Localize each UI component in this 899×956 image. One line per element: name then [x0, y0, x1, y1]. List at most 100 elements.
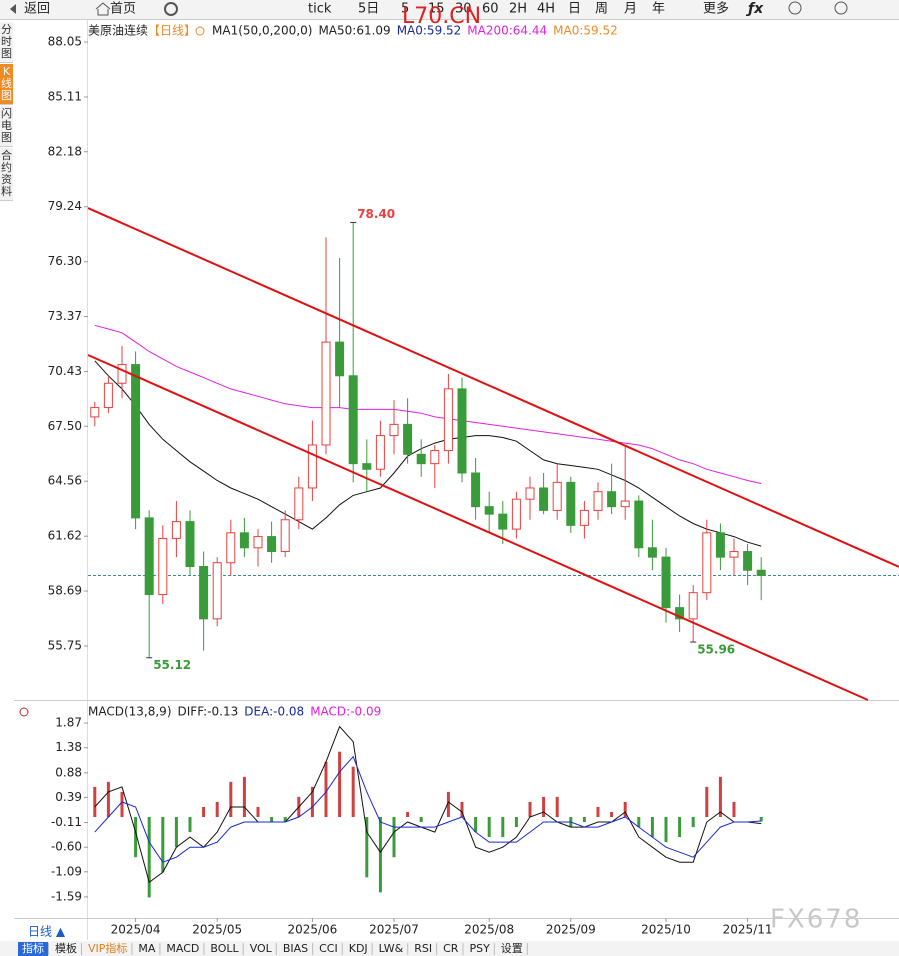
indicator-tab[interactable]: CR	[443, 942, 459, 955]
indicator-tab[interactable]: BIAS	[283, 942, 308, 955]
back-icon[interactable]	[10, 4, 16, 14]
candle-body	[471, 472, 481, 508]
tab-bar	[0, 941, 899, 956]
legend-entry: MA200:64.44	[467, 24, 547, 38]
indicator-tab[interactable]: KDJ	[349, 942, 368, 955]
period-button[interactable]: 日线 ▲	[28, 925, 66, 939]
side-tab[interactable]: 闪电图	[0, 106, 13, 147]
toolbar-button[interactable]: 30	[455, 2, 472, 17]
extreme-label: 78.40	[357, 207, 395, 221]
y-tick-label: 61.62	[48, 529, 82, 543]
x-tick-label: 2025/04	[111, 923, 161, 937]
macd-bar	[174, 817, 178, 848]
indicator-tab[interactable]: PSY	[469, 942, 490, 955]
y-tick-label: 58.69	[48, 583, 82, 597]
toolbar-button[interactable]: 4H	[537, 2, 555, 17]
candle-body	[511, 498, 521, 530]
candle-body	[403, 423, 413, 455]
toolbar-button[interactable]: 首页	[110, 2, 136, 17]
toolbar-button[interactable]: 2H	[509, 2, 527, 17]
macd-line	[94, 755, 762, 863]
macd-bar	[256, 806, 260, 818]
macd-bar	[378, 817, 382, 893]
trend-line	[87, 207, 899, 568]
toolbar-button[interactable]: 5	[401, 2, 409, 17]
toolbar-button[interactable]: 更多	[703, 1, 729, 17]
settings-icon[interactable]	[19, 707, 29, 717]
zoom-icon[interactable]	[788, 1, 802, 15]
candle-body	[171, 521, 181, 539]
candle-body	[607, 491, 617, 508]
candle-body	[484, 506, 494, 515]
macd-bar	[678, 817, 682, 838]
macd-bar	[93, 786, 97, 818]
candle-body	[335, 341, 345, 377]
macd-bar	[596, 806, 600, 818]
macd-bar	[610, 812, 614, 818]
y-tick-label: 0.39	[55, 790, 82, 804]
macd-bar	[542, 796, 546, 818]
candle-body	[729, 551, 739, 558]
x-tick-label: 2025/06	[287, 923, 337, 937]
legend-entry: DEA:-0.08	[244, 705, 304, 719]
candle-body	[498, 513, 508, 530]
indicator-tab[interactable]: VOL	[250, 942, 273, 955]
indicator-tab[interactable]: MA	[138, 942, 155, 955]
macd-bar	[406, 812, 410, 818]
y-tick-label: 76.30	[48, 254, 82, 268]
toolbar-button[interactable]: 日	[568, 2, 581, 17]
macd-bar	[637, 817, 641, 828]
side-tab[interactable]: K线图	[0, 64, 13, 105]
toolbar-button[interactable]: 60	[482, 2, 499, 17]
toolbar-button[interactable]: 返回	[24, 2, 50, 17]
macd-bar	[270, 817, 274, 823]
toolbar-button[interactable]: 5日	[358, 2, 379, 17]
y-tick-label: 79.24	[48, 199, 82, 213]
y-tick-label: 64.56	[48, 474, 82, 488]
indicator-tab[interactable]: VIP指标	[88, 941, 127, 955]
indicator-tab[interactable]: CCI	[319, 942, 338, 955]
macd-bar	[215, 801, 219, 818]
toolbar-button[interactable]: 月	[624, 2, 637, 17]
zoom-icon[interactable]	[834, 1, 848, 15]
toolbar-button[interactable]: 年	[652, 2, 665, 17]
toolbar-button[interactable]: tick	[308, 2, 332, 17]
macd-bar	[691, 817, 695, 828]
indicator-tab[interactable]: LW&	[379, 942, 404, 955]
candle-body	[131, 364, 141, 519]
macd-bar	[324, 761, 328, 818]
macd-bar	[623, 801, 627, 818]
side-tab[interactable]: 分时图	[0, 22, 13, 63]
fx-button[interactable]: ƒx	[745, 1, 764, 17]
macd-bar	[582, 817, 586, 823]
candle-body	[185, 521, 195, 567]
indicator-tab[interactable]: 指标	[22, 941, 44, 955]
side-tab[interactable]: 合约资料	[0, 148, 13, 201]
candle-body	[647, 547, 657, 558]
home-icon[interactable]	[95, 2, 111, 16]
macd-bar	[732, 801, 736, 818]
candle-body	[239, 532, 249, 549]
toolbar-button[interactable]: 15	[428, 2, 445, 17]
indicator-tab[interactable]: BOLL	[210, 942, 239, 955]
x-tick-label: 2025/09	[546, 923, 596, 937]
macd-bar	[161, 817, 165, 873]
legend-entry: MACD:-0.09	[310, 705, 381, 719]
indicator-tab[interactable]: 模板	[55, 941, 77, 955]
candle-body	[675, 607, 685, 620]
legend-entry: MA1(50,0,200,0)	[212, 24, 312, 38]
period-icon[interactable]	[195, 26, 205, 36]
toolbar-button[interactable]: 周	[595, 2, 608, 17]
refresh-icon[interactable]	[164, 2, 178, 16]
indicator-tab[interactable]: RSI	[414, 942, 432, 955]
y-tick-label: 88.05	[48, 35, 82, 49]
macd-bar	[446, 791, 450, 818]
candle-body	[199, 565, 209, 620]
macd-bar	[705, 786, 709, 818]
macd-bar	[147, 817, 151, 898]
macd-bar	[650, 817, 654, 838]
indicator-tab[interactable]: MACD	[166, 942, 199, 955]
indicator-tab[interactable]: 设置	[501, 942, 523, 955]
legend-entry: DIFF:-0.13	[178, 705, 239, 719]
